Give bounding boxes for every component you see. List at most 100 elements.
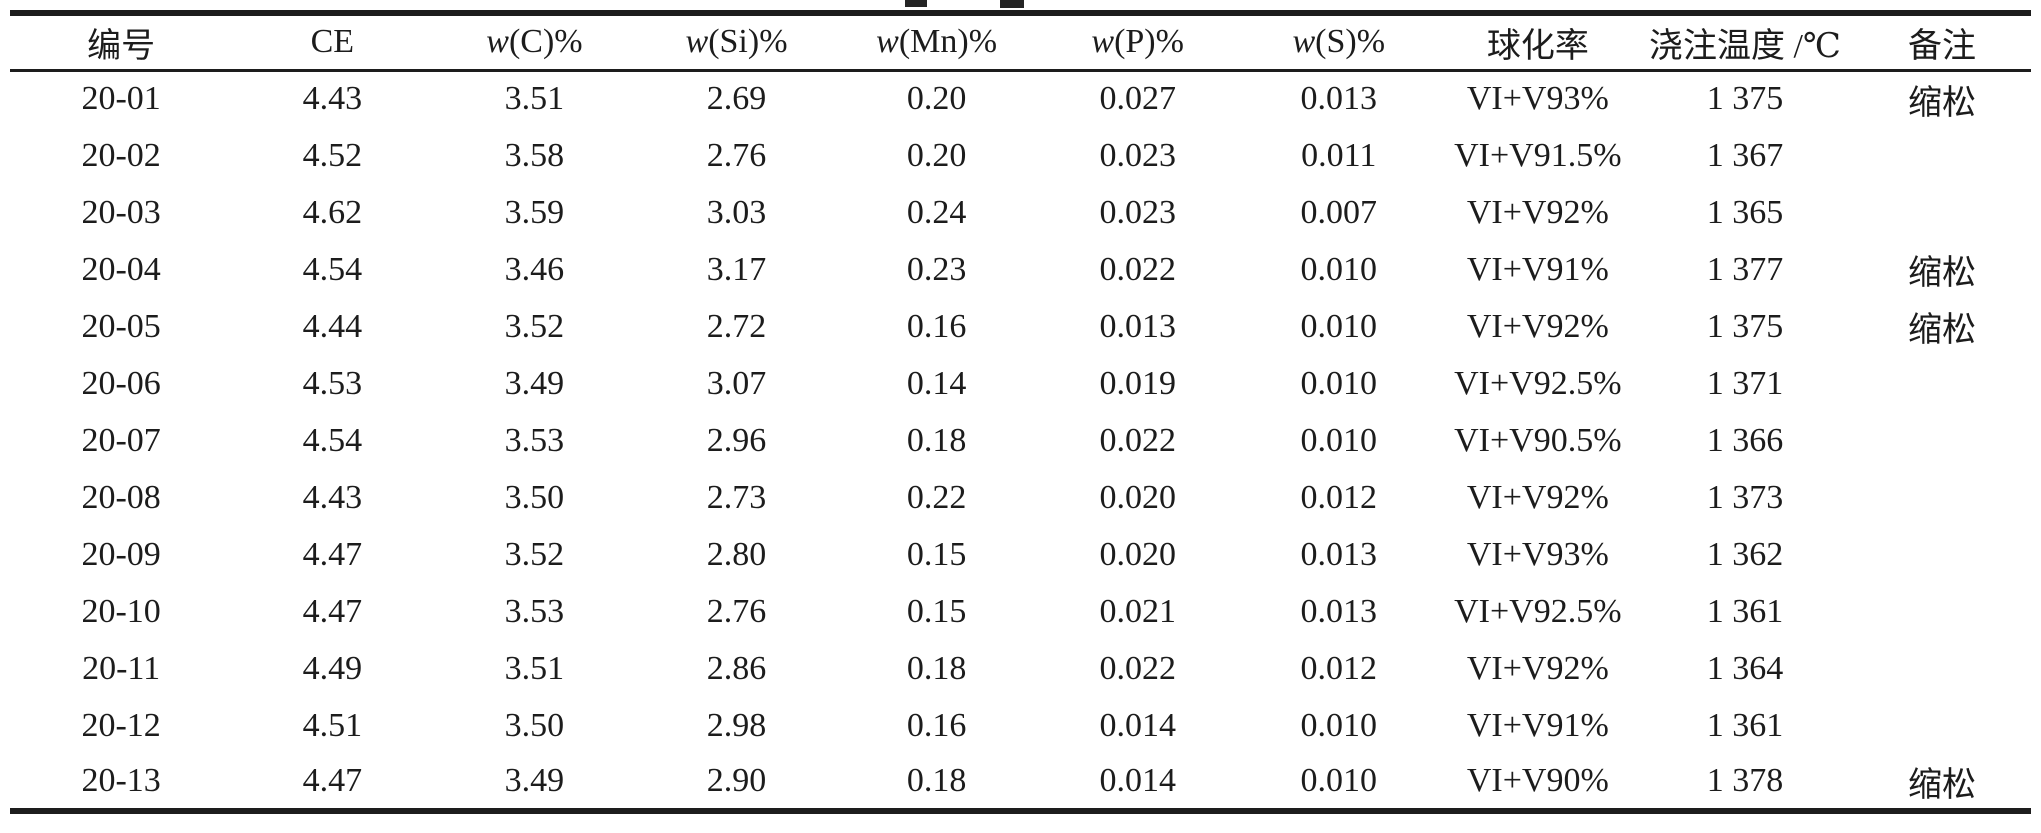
cell-w-s: 0.013 <box>1300 80 1378 118</box>
cell-pouring-temperature: 1 375 <box>1706 80 1784 118</box>
column-header-remarks: 备注 <box>1908 27 1977 65</box>
cell-w-p: 0.022 <box>1099 250 1176 288</box>
cell-w-p: 0.022 <box>1099 421 1176 459</box>
column-header-sample-id: 编号 <box>87 27 156 65</box>
cell-w-mn: 0.16 <box>906 307 967 345</box>
cell-w-c: 3.51 <box>504 649 565 687</box>
cell-sample-id: 20-07 <box>81 421 161 459</box>
cell-w-mn: 0.15 <box>906 592 967 630</box>
cell-w-c: 3.53 <box>504 421 565 459</box>
cell-w-si: 2.69 <box>706 80 767 118</box>
cell-w-mn: 0.22 <box>906 478 967 516</box>
cell-ce: 4.51 <box>302 706 363 744</box>
cell-w-c: 3.49 <box>504 364 565 402</box>
table-row: 20-11 4.49 3.51 2.86 0.18 0.022 0.012 VI+V92% 1 … <box>10 640 2031 697</box>
cell-spheroidization-rate: VI+V92% <box>1466 649 1609 687</box>
cell-w-c: 3.51 <box>504 80 565 118</box>
cell-w-mn: 0.23 <box>906 250 967 288</box>
column-header-w-p: w(P)% <box>1091 23 1184 61</box>
cell-ce: 4.53 <box>302 364 363 402</box>
cell-w-p: 0.014 <box>1099 762 1176 799</box>
cell-sample-id: 20-10 <box>81 592 161 630</box>
table-header-row: 编号 CE w(C)% w(Si)% w(Mn)% w(P)% w(S)% 球化率 浇注温度 /… <box>10 13 2031 70</box>
cell-remarks <box>1853 640 2031 697</box>
column-header-w-si: w(Si)% <box>685 23 788 61</box>
table-row: 20-05 4.44 3.52 2.72 0.16 0.013 0.010 VI+V92% 1 … <box>10 298 2031 355</box>
cell-w-p: 0.023 <box>1099 193 1176 231</box>
cell-w-p: 0.019 <box>1099 364 1176 402</box>
cell-w-s: 0.012 <box>1300 649 1378 687</box>
cell-sample-id: 20-05 <box>81 307 161 345</box>
cell-w-si: 2.86 <box>706 649 767 687</box>
column-header-pouring-temperature: 浇注温度 /℃ <box>1648 27 1841 65</box>
cell-w-s: 0.011 <box>1301 136 1377 174</box>
cell-w-mn: 0.18 <box>906 649 967 687</box>
table-row: 20-07 4.54 3.53 2.96 0.18 0.022 0.010 VI+V90.5%… <box>10 412 2031 469</box>
cell-spheroidization-rate: VI+V90.5% <box>1454 421 1622 459</box>
cell-w-c: 3.59 <box>504 193 565 231</box>
cell-remarks <box>1853 583 2031 640</box>
cell-spheroidization-rate: VI+V91.5% <box>1454 136 1622 174</box>
table-row: 20-09 4.47 3.52 2.80 0.15 0.020 0.013 VI+V93% 1 … <box>10 526 2031 583</box>
cell-pouring-temperature: 1 371 <box>1706 364 1784 402</box>
cell-w-p: 0.020 <box>1099 478 1176 516</box>
table-row: 20-08 4.43 3.50 2.73 0.22 0.020 0.012 VI+V92% 1 … <box>10 469 2031 526</box>
cell-w-s: 0.010 <box>1300 421 1378 459</box>
cell-spheroidization-rate: VI+V91% <box>1466 706 1609 744</box>
cell-w-c: 3.50 <box>504 706 565 744</box>
cell-pouring-temperature: 1 378 <box>1706 762 1784 799</box>
cell-sample-id: 20-13 <box>81 762 161 799</box>
column-header-w-mn: w(Mn)% <box>876 23 998 61</box>
cell-remarks <box>1853 355 2031 412</box>
cell-w-mn: 0.15 <box>906 535 967 573</box>
cell-w-p: 0.023 <box>1099 136 1176 174</box>
cell-spheroidization-rate: VI+V93% <box>1466 80 1609 118</box>
cell-spheroidization-rate: VI+V92.5% <box>1454 592 1622 630</box>
cell-ce: 4.49 <box>302 649 363 687</box>
melt-composition-table: 编号 CE w(C)% w(Si)% w(Mn)% w(P)% w(S)% 球化率 浇注温度 /… <box>10 10 2031 814</box>
cell-remarks: 缩松 <box>1908 84 1977 122</box>
cell-sample-id: 20-01 <box>81 80 161 118</box>
cell-sample-id: 20-12 <box>81 706 161 744</box>
cell-w-s: 0.010 <box>1300 250 1378 288</box>
cell-w-c: 3.50 <box>504 478 565 516</box>
cell-pouring-temperature: 1 361 <box>1706 706 1784 744</box>
cell-sample-id: 20-09 <box>81 535 161 573</box>
cell-w-c: 3.58 <box>504 136 565 174</box>
cell-w-p: 0.014 <box>1099 706 1176 744</box>
cell-sample-id: 20-06 <box>81 364 161 402</box>
cell-pouring-temperature: 1 365 <box>1706 193 1784 231</box>
cell-w-si: 2.76 <box>706 136 767 174</box>
cell-remarks: 缩松 <box>1908 255 1977 292</box>
cell-w-si: 2.73 <box>706 478 767 516</box>
cell-w-p: 0.021 <box>1099 592 1176 630</box>
cell-pouring-temperature: 1 367 <box>1706 136 1784 174</box>
cell-w-si: 3.03 <box>706 193 767 231</box>
cell-w-mn: 0.24 <box>906 193 967 231</box>
cell-spheroidization-rate: VI+V92% <box>1466 193 1609 231</box>
cell-pouring-temperature: 1 364 <box>1706 649 1784 687</box>
column-header-ce: CE <box>310 23 355 61</box>
cell-pouring-temperature: 1 361 <box>1706 592 1784 630</box>
cell-remarks: 缩松 <box>1908 766 1977 804</box>
column-header-w-c: w(C)% <box>486 23 583 61</box>
cell-ce: 4.62 <box>302 193 363 231</box>
cell-remarks <box>1853 184 2031 241</box>
cell-w-c: 3.46 <box>504 250 565 288</box>
cell-w-s: 0.010 <box>1300 307 1378 345</box>
cell-w-c: 3.52 <box>504 535 565 573</box>
cell-w-si: 3.07 <box>706 364 767 402</box>
cell-w-si: 2.96 <box>706 421 767 459</box>
cell-sample-id: 20-08 <box>81 478 161 516</box>
cell-w-p: 0.022 <box>1099 649 1176 687</box>
cell-spheroidization-rate: VI+V90% <box>1466 762 1609 799</box>
cell-w-si: 2.76 <box>706 592 767 630</box>
cropped-title-fragment <box>905 0 927 7</box>
table-row: 20-10 4.47 3.53 2.76 0.15 0.021 0.013 VI+V92.5%… <box>10 583 2031 640</box>
cell-ce: 4.43 <box>302 478 363 516</box>
cell-pouring-temperature: 1 375 <box>1706 307 1784 345</box>
table-row: 20-13 4.47 3.49 2.90 0.18 0.014 0.010 VI+V90% 1 … <box>10 754 2031 811</box>
cell-ce: 4.47 <box>302 762 363 799</box>
cell-remarks <box>1853 469 2031 526</box>
cell-w-p: 0.027 <box>1099 80 1176 118</box>
